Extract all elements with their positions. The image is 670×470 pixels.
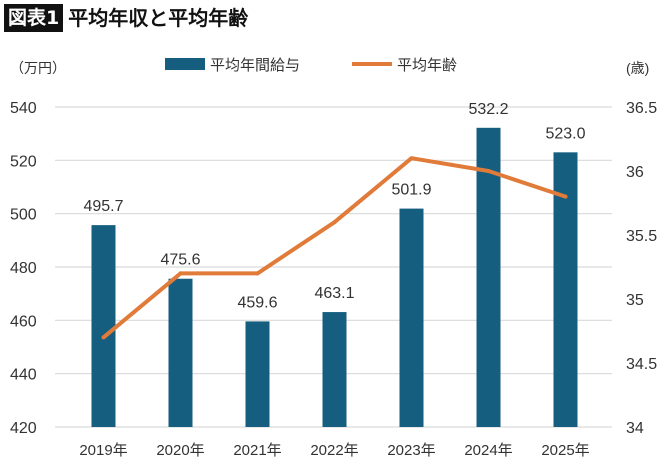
data-label: 523.0 xyxy=(545,125,585,142)
left-tick-label: 420 xyxy=(10,420,37,437)
bar xyxy=(91,225,116,427)
bar xyxy=(168,278,193,427)
data-label: 475.6 xyxy=(160,252,200,269)
left-tick-label: 460 xyxy=(10,313,37,330)
line-point xyxy=(409,156,414,161)
line-point xyxy=(486,169,491,173)
data-label: 501.9 xyxy=(391,182,431,199)
x-tick-label: 2025年 xyxy=(541,442,589,459)
left-tick-label: 480 xyxy=(10,260,37,277)
left-tick-label: 520 xyxy=(10,153,37,170)
x-tick-label: 2021年 xyxy=(233,442,281,459)
legend-label: 平均年齢 xyxy=(397,57,457,74)
bar xyxy=(245,321,270,427)
data-label: 459.6 xyxy=(237,294,277,311)
left-tick-label: 440 xyxy=(10,367,37,384)
left-tick-label: 500 xyxy=(10,207,37,224)
right-tick-label: 34.5 xyxy=(626,356,657,373)
x-tick-label: 2024年 xyxy=(464,442,512,459)
bar xyxy=(476,127,501,428)
left-axis-label: （万円） xyxy=(10,60,66,76)
right-tick-label: 36 xyxy=(626,164,644,181)
right-axis-label: (歳) xyxy=(626,60,649,76)
data-label: 532.2 xyxy=(468,101,508,118)
x-tick-label: 2019年 xyxy=(79,442,127,459)
title-text: 平均年収と平均年齢 xyxy=(68,6,249,30)
legend-swatch-bar xyxy=(165,58,205,70)
right-tick-label: 34 xyxy=(626,420,644,437)
line-point xyxy=(332,220,337,225)
right-tick-label: 35 xyxy=(626,292,644,309)
x-tick-label: 2022年 xyxy=(310,442,358,459)
line-point xyxy=(178,271,183,276)
legend-label: 平均年間給与 xyxy=(210,57,300,74)
x-tick-label: 2023年 xyxy=(387,442,435,459)
data-label: 495.7 xyxy=(83,198,123,215)
bar xyxy=(322,312,347,427)
left-tick-label: 540 xyxy=(10,100,37,117)
chart-title: 図表1 平均年収と平均年齢 xyxy=(4,4,248,32)
line-point xyxy=(563,194,568,199)
bar xyxy=(399,208,424,427)
right-tick-label: 35.5 xyxy=(626,228,657,245)
data-label: 463.1 xyxy=(314,285,354,302)
line-point xyxy=(101,335,106,340)
x-tick-label: 2020年 xyxy=(156,442,204,459)
figure-badge: 図表1 xyxy=(4,4,64,32)
right-tick-label: 36.5 xyxy=(626,100,657,117)
line-point xyxy=(255,271,260,276)
